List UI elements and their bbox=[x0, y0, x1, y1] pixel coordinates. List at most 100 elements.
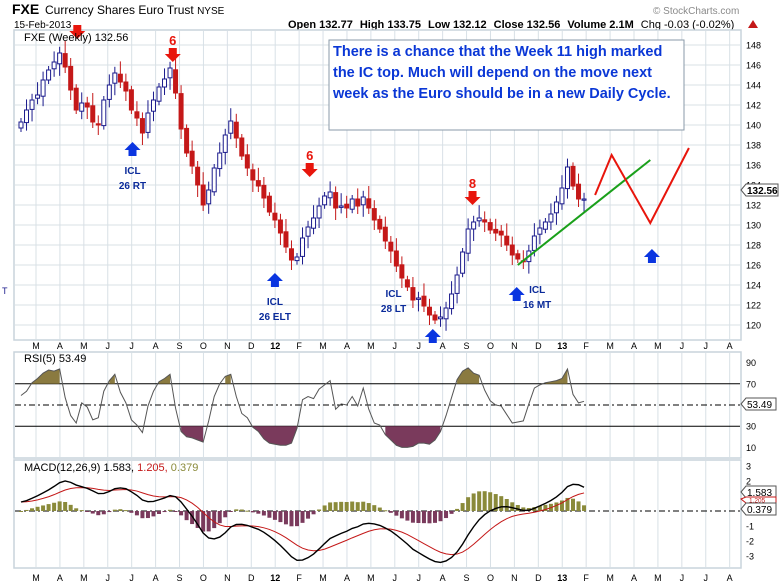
macd-histogram-bar bbox=[416, 511, 421, 523]
candle-body bbox=[465, 228, 471, 254]
x-tick-label: A bbox=[727, 573, 733, 583]
candle-body bbox=[515, 253, 521, 260]
macd-histogram-bar bbox=[427, 511, 432, 524]
candle-body bbox=[548, 213, 554, 223]
candle-body bbox=[139, 118, 145, 134]
candle-body bbox=[399, 264, 405, 279]
candle-body bbox=[211, 167, 217, 193]
macd-histogram-bar bbox=[234, 509, 239, 511]
macd-histogram-bar bbox=[107, 511, 112, 513]
candle-body bbox=[206, 189, 212, 205]
x-tick-label: J bbox=[680, 573, 685, 583]
x-tick-label: M bbox=[606, 341, 614, 351]
rsi-tick-label: 90 bbox=[746, 358, 756, 368]
price-candles bbox=[18, 40, 587, 331]
x-tick-label: N bbox=[511, 341, 518, 351]
candle-body bbox=[382, 226, 388, 242]
macd-histogram-bar bbox=[394, 511, 399, 516]
rsi-tick-label: 70 bbox=[746, 379, 756, 389]
x-tick-label: M bbox=[32, 341, 40, 351]
x-tick-label: M bbox=[654, 573, 662, 583]
icl-label: ICL bbox=[124, 166, 140, 177]
macd-histogram-bar bbox=[571, 498, 575, 511]
price-tick-label: 140 bbox=[746, 121, 761, 131]
macd-tag-text: 1.583 bbox=[747, 488, 772, 499]
macd-histogram-bar bbox=[217, 511, 222, 524]
macd-histogram-bar bbox=[515, 505, 520, 511]
macd-histogram-bar bbox=[328, 502, 333, 511]
macd-histogram-bar bbox=[168, 509, 173, 511]
x-tick-label: M bbox=[80, 573, 88, 583]
price-panel-frame bbox=[13, 29, 742, 341]
macd-histogram-bar bbox=[510, 502, 515, 511]
macd-histogram-bar bbox=[289, 511, 294, 527]
icl-sublabel: 28 LT bbox=[381, 304, 406, 315]
ohlc-readout: Open 132.77 High 133.75 Low 132.12 Close 13… bbox=[288, 19, 734, 31]
cycle-arrows: 6 6 8 ICL 26 RT ICL 26 ELT ICL 28 LT ICL 16 MT bbox=[69, 25, 660, 343]
candle-body bbox=[156, 86, 162, 102]
macd-histogram-bar bbox=[537, 505, 542, 511]
macd-panel: -3-2-10123 bbox=[15, 462, 754, 564]
candle-body bbox=[338, 205, 344, 208]
candle-body bbox=[576, 183, 582, 200]
macd-histogram-bar bbox=[372, 505, 377, 511]
candle-body bbox=[112, 72, 118, 84]
macd-histogram-bar bbox=[123, 510, 128, 512]
macd-histogram-bar bbox=[30, 508, 35, 511]
macd-signal-line bbox=[20, 487, 585, 556]
rsi-value-tag-text: 53.49 bbox=[747, 400, 772, 411]
macd-tick-label: 3 bbox=[746, 462, 751, 472]
x-tick-label: 13 bbox=[557, 341, 567, 351]
macd-histogram-bar bbox=[532, 507, 537, 511]
macd-histogram-bar bbox=[57, 501, 62, 511]
x-tick-label: J bbox=[106, 341, 111, 351]
candle-body bbox=[509, 244, 515, 256]
candle-body bbox=[95, 123, 101, 126]
candle-body bbox=[62, 53, 68, 68]
candle-body bbox=[195, 166, 201, 186]
candle-body bbox=[371, 208, 377, 221]
candle-body bbox=[426, 306, 432, 316]
price-tick-label: 148 bbox=[746, 41, 761, 51]
blue-arrow-icon bbox=[124, 142, 141, 156]
rsi-panel-frame bbox=[13, 351, 742, 459]
signal-tag-box bbox=[740, 496, 777, 504]
x-tick-label: O bbox=[200, 573, 207, 583]
projection-path bbox=[594, 147, 690, 226]
candle-body bbox=[415, 297, 421, 300]
rsi-oversold-fill bbox=[181, 426, 204, 443]
macd-histogram-bar bbox=[466, 497, 471, 511]
blue-arrow-icon bbox=[508, 287, 525, 301]
left-edge-mark: T bbox=[2, 286, 8, 296]
macd-histogram-bar bbox=[559, 500, 564, 511]
price-tick-label: 146 bbox=[746, 61, 761, 71]
x-tick-label: S bbox=[177, 341, 183, 351]
macd-histogram-bar bbox=[383, 510, 388, 512]
candle-body bbox=[443, 307, 449, 320]
blue-arrow-icon bbox=[643, 249, 660, 263]
x-tick-label: J bbox=[416, 573, 421, 583]
x-tick-label: A bbox=[57, 341, 63, 351]
macd-histogram-bar bbox=[377, 507, 382, 511]
candle-body bbox=[106, 84, 112, 100]
x-tick-label: J bbox=[393, 341, 398, 351]
candle-body bbox=[266, 195, 272, 213]
macd-histogram-bar bbox=[228, 511, 233, 512]
cycle-count-label: 6 bbox=[306, 148, 313, 163]
rsi-overbought-fill bbox=[32, 368, 60, 384]
candle-body bbox=[305, 226, 311, 237]
candle-body bbox=[570, 165, 576, 187]
macd-histogram-bar bbox=[90, 511, 95, 514]
candle-body bbox=[255, 180, 261, 187]
macd-histogram-bar bbox=[201, 511, 206, 532]
macd-histogram-bar bbox=[521, 507, 526, 511]
macd-histogram-bar bbox=[482, 491, 487, 511]
candle-body bbox=[57, 52, 63, 65]
macd-histogram-bar bbox=[295, 511, 299, 527]
macd-histogram-bar bbox=[79, 510, 84, 512]
x-tick-label: A bbox=[344, 341, 350, 351]
macd-histogram-bar bbox=[41, 505, 46, 511]
price-tick-label: 142 bbox=[746, 101, 761, 111]
macd-histogram-bar bbox=[261, 511, 266, 516]
x-tick-label: D bbox=[535, 341, 542, 351]
